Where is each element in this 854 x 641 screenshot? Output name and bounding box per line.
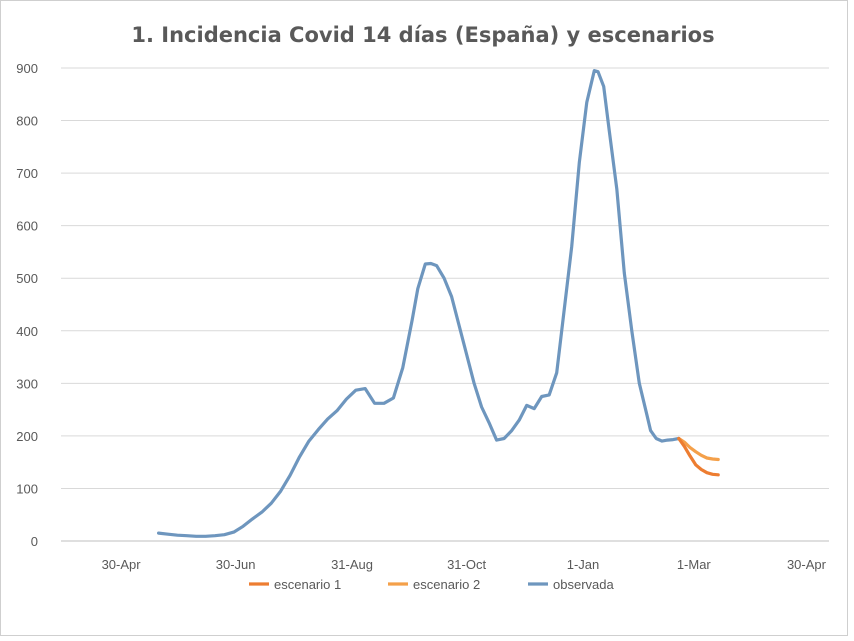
y-tick-label: 400 <box>16 324 38 339</box>
series-line-escenario-1 <box>677 436 720 477</box>
x-tick-label: 30-Apr <box>102 557 142 572</box>
y-tick-label: 800 <box>16 114 38 129</box>
legend: escenario 1 escenario 2 observada <box>249 577 614 592</box>
grid-lines <box>61 67 829 542</box>
legend-label: observada <box>553 577 614 592</box>
y-tick-label: 200 <box>16 429 38 444</box>
y-tick-label: 600 <box>16 219 38 234</box>
legend-label: escenario 1 <box>274 577 341 592</box>
x-tick-label: 31-Aug <box>331 557 373 572</box>
y-tick-label: 500 <box>16 271 38 286</box>
y-tick-label: 700 <box>16 166 38 181</box>
x-tick-label: 31-Oct <box>447 557 486 572</box>
x-tick-label: 1-Mar <box>677 557 712 572</box>
y-tick-label: 300 <box>16 376 38 391</box>
x-tick-label: 1-Jan <box>567 557 600 572</box>
y-tick-label: 900 <box>16 61 38 76</box>
series-line-escenario-2 <box>677 436 720 462</box>
y-axis-ticks: 0 100 200 300 400 500 600 700 800 900 <box>16 61 38 549</box>
y-tick-label: 0 <box>31 534 38 549</box>
x-tick-label: 30-Apr <box>787 557 827 572</box>
y-tick-label: 100 <box>16 481 38 496</box>
legend-label: escenario 2 <box>413 577 480 592</box>
series-line-observada <box>157 68 681 538</box>
x-axis-ticks: 30-Apr 30-Jun 31-Aug 31-Oct 1-Jan 1-Mar 30-Apr <box>102 557 827 572</box>
chart-title: 1. Incidencia Covid 14 días (España) y e… <box>131 23 714 47</box>
series-lines <box>157 68 720 538</box>
x-tick-label: 30-Jun <box>216 557 256 572</box>
